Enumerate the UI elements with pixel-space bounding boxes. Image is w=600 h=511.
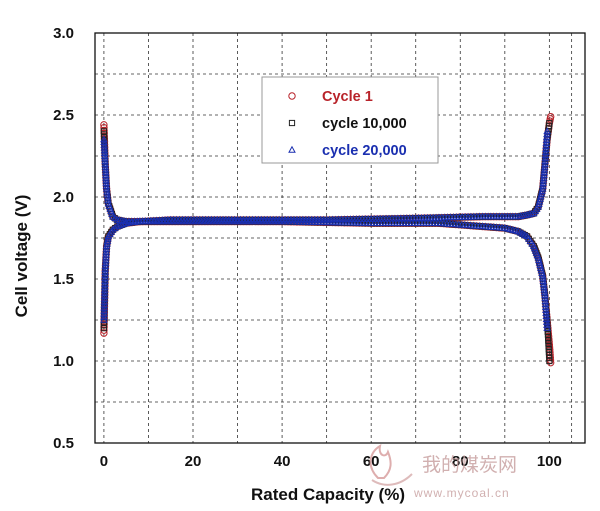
data-point-discharge — [542, 309, 550, 316]
data-point-discharge — [541, 303, 550, 311]
data-point-discharge — [100, 121, 108, 129]
watermark-chinese-text: 我的煤炭网 — [422, 454, 517, 476]
data-point-discharge — [541, 297, 550, 305]
data-point-discharge — [536, 263, 545, 271]
data-point-charge — [108, 225, 117, 233]
legend-label: cycle 20,000 — [322, 143, 407, 159]
data-point-discharge — [539, 274, 547, 282]
x-tick-labels: 0 20 40 60 80 100 — [100, 453, 562, 470]
data-point-discharge — [543, 320, 551, 328]
data-point-discharge — [539, 277, 548, 285]
x-tick-label: 40 — [274, 453, 291, 470]
legend-marker-circle — [288, 92, 296, 100]
data-point-charge — [547, 112, 555, 121]
data-point-charge — [523, 210, 531, 218]
legend-label: Cycle 1 — [322, 89, 373, 105]
data-point-discharge — [540, 285, 549, 293]
data-point-discharge — [540, 288, 549, 296]
y-tick-label: 3.0 — [53, 25, 74, 42]
legend-label: cycle 10,000 — [322, 116, 407, 132]
data-point-discharge — [535, 256, 543, 263]
y-axis-label: Cell voltage (V) — [12, 195, 31, 318]
data-point-discharge — [541, 294, 549, 302]
data-point-charge — [525, 210, 534, 218]
data-point-charge — [543, 127, 551, 135]
legend-marker-square — [288, 119, 296, 127]
data-point-discharge — [536, 261, 544, 269]
x-axis-label: Rated Capacity (%) — [251, 485, 405, 504]
x-tick-label: 20 — [185, 453, 202, 470]
series-layer — [100, 112, 555, 367]
watermark: 我的煤炭网 www.mycoal.cn — [369, 443, 517, 500]
x-tick-label: 100 — [537, 453, 562, 470]
data-point-discharge — [100, 123, 108, 132]
y-tick-label: 1.5 — [53, 271, 74, 288]
data-point-discharge — [542, 306, 550, 314]
data-point-discharge — [103, 193, 112, 201]
x-tick-label: 80 — [452, 453, 469, 470]
data-point-discharge — [539, 279, 548, 287]
y-tick-label: 1.0 — [53, 353, 74, 370]
data-point-discharge — [538, 271, 547, 279]
legend-marker-triangle — [288, 145, 296, 153]
data-point-discharge — [535, 258, 544, 266]
data-point-charge — [546, 120, 553, 127]
data-point-discharge — [102, 184, 111, 192]
y-tick-label: 2.0 — [53, 189, 74, 206]
data-point-discharge — [102, 181, 111, 189]
data-point-discharge — [104, 196, 112, 204]
data-point-discharge — [538, 268, 546, 276]
data-point-discharge — [537, 266, 546, 274]
series-triangle — [100, 127, 551, 331]
data-point-discharge — [103, 187, 111, 195]
data-point-discharge — [546, 357, 553, 365]
data-point-discharge — [542, 318, 551, 325]
data-point-discharge — [541, 300, 550, 308]
legend: Cycle 1 cycle 10,000 cycle 20,000 — [261, 76, 439, 164]
watermark-url-text: www.mycoal.cn — [413, 486, 510, 500]
x-tick-label: 0 — [100, 453, 108, 470]
plot-frame — [94, 32, 586, 444]
data-point-discharge — [542, 312, 551, 319]
data-point-discharge — [541, 291, 549, 299]
y-tick-label: 2.5 — [53, 107, 74, 124]
data-point-discharge — [543, 323, 551, 331]
y-tick-label: 0.5 — [53, 435, 74, 452]
data-point-discharge — [540, 282, 548, 290]
data-point-discharge — [542, 315, 551, 322]
data-point-discharge — [103, 190, 112, 198]
flame-logo-icon — [369, 443, 413, 486]
y-tick-labels: 0.5 1.0 1.5 2.0 2.5 3.0 — [53, 25, 74, 452]
data-point-discharge — [547, 358, 555, 367]
data-point-discharge — [534, 253, 543, 261]
